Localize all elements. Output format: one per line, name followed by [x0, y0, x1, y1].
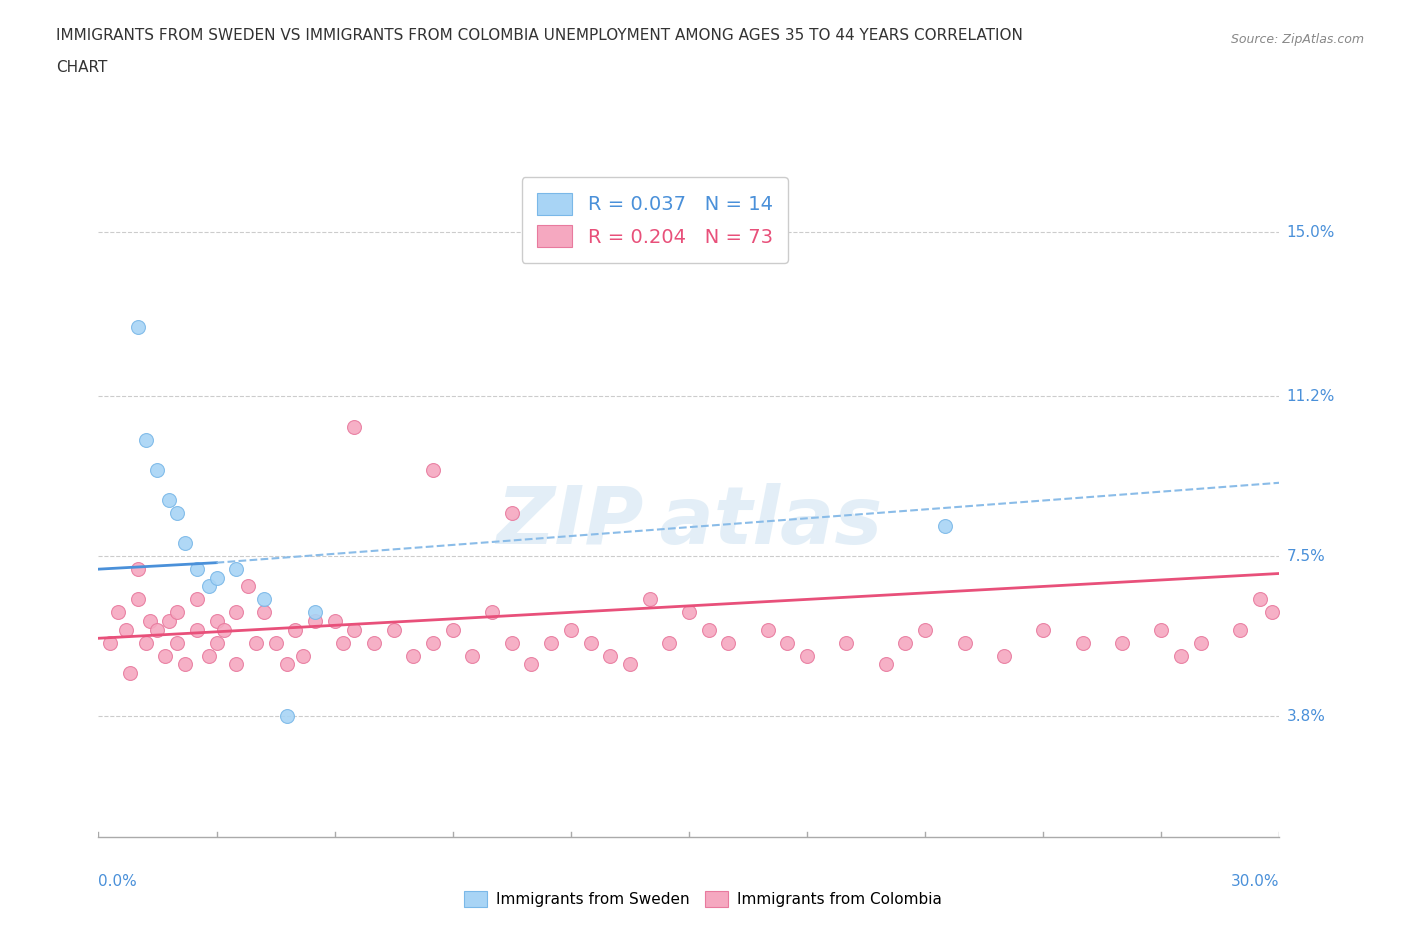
- Point: [323, 614, 346, 629]
- Point: [138, 614, 160, 629]
- Point: [146, 622, 169, 637]
- Point: [135, 432, 157, 447]
- Point: [894, 635, 917, 650]
- Point: [382, 622, 405, 637]
- Point: [993, 648, 1015, 663]
- Point: [1071, 635, 1094, 650]
- Point: [186, 622, 208, 637]
- Point: [186, 562, 208, 577]
- Point: [115, 622, 138, 637]
- Point: [276, 657, 298, 671]
- Text: IMMIGRANTS FROM SWEDEN VS IMMIGRANTS FROM COLOMBIA UNEMPLOYMENT AMONG AGES 35 TO: IMMIGRANTS FROM SWEDEN VS IMMIGRANTS FRO…: [56, 28, 1024, 43]
- Point: [1032, 622, 1054, 637]
- Text: 15.0%: 15.0%: [1286, 225, 1334, 240]
- Point: [155, 648, 177, 663]
- Text: 0.0%: 0.0%: [98, 874, 138, 889]
- Point: [1111, 635, 1133, 650]
- Text: Source: ZipAtlas.com: Source: ZipAtlas.com: [1230, 33, 1364, 46]
- Point: [236, 579, 259, 594]
- Point: [214, 622, 236, 637]
- Legend: Immigrants from Sweden, Immigrants from Colombia: Immigrants from Sweden, Immigrants from …: [458, 884, 948, 913]
- Point: [579, 635, 602, 650]
- Text: 7.5%: 7.5%: [1286, 549, 1326, 564]
- Point: [118, 665, 141, 680]
- Point: [343, 419, 366, 434]
- Point: [540, 635, 562, 650]
- Point: [264, 635, 287, 650]
- Point: [107, 604, 129, 619]
- Point: [205, 570, 228, 585]
- Point: [343, 622, 366, 637]
- Point: [835, 635, 858, 650]
- Point: [638, 592, 661, 607]
- Point: [127, 592, 149, 607]
- Point: [914, 622, 936, 637]
- Point: [1150, 622, 1173, 637]
- Point: [1260, 604, 1282, 619]
- Point: [560, 622, 582, 637]
- Point: [520, 657, 543, 671]
- Point: [157, 493, 180, 508]
- Point: [1249, 592, 1271, 607]
- Legend: R = 0.037   N = 14, R = 0.204   N = 73: R = 0.037 N = 14, R = 0.204 N = 73: [522, 177, 789, 263]
- Text: CHART: CHART: [56, 60, 108, 75]
- Point: [678, 604, 700, 619]
- Point: [501, 635, 523, 650]
- Point: [276, 709, 298, 724]
- Point: [717, 635, 740, 650]
- Point: [205, 635, 228, 650]
- Text: 11.2%: 11.2%: [1286, 389, 1334, 404]
- Point: [225, 562, 247, 577]
- Point: [756, 622, 779, 637]
- Point: [225, 657, 247, 671]
- Point: [157, 614, 180, 629]
- Point: [98, 635, 121, 650]
- Point: [253, 604, 276, 619]
- Text: ZIP atlas: ZIP atlas: [496, 484, 882, 562]
- Point: [304, 614, 326, 629]
- Point: [205, 614, 228, 629]
- Point: [284, 622, 307, 637]
- Point: [658, 635, 681, 650]
- Point: [197, 579, 219, 594]
- Point: [304, 604, 326, 619]
- Point: [461, 648, 484, 663]
- Point: [245, 635, 267, 650]
- Point: [953, 635, 976, 650]
- Point: [363, 635, 385, 650]
- Point: [292, 648, 315, 663]
- Point: [776, 635, 799, 650]
- Point: [197, 648, 219, 663]
- Point: [166, 506, 188, 521]
- Point: [1229, 622, 1251, 637]
- Point: [501, 506, 523, 521]
- Point: [1189, 635, 1212, 650]
- Point: [135, 635, 157, 650]
- Point: [934, 519, 956, 534]
- Point: [127, 562, 149, 577]
- Point: [166, 604, 188, 619]
- Point: [186, 592, 208, 607]
- Point: [619, 657, 641, 671]
- Point: [332, 635, 354, 650]
- Point: [481, 604, 503, 619]
- Point: [225, 604, 247, 619]
- Point: [166, 635, 188, 650]
- Point: [796, 648, 818, 663]
- Point: [402, 648, 425, 663]
- Point: [875, 657, 897, 671]
- Text: 30.0%: 30.0%: [1232, 874, 1279, 889]
- Point: [127, 320, 149, 335]
- Point: [441, 622, 464, 637]
- Point: [697, 622, 720, 637]
- Text: 3.8%: 3.8%: [1286, 709, 1326, 724]
- Point: [174, 536, 197, 551]
- Point: [253, 592, 276, 607]
- Point: [422, 462, 444, 477]
- Point: [174, 657, 197, 671]
- Point: [146, 462, 169, 477]
- Point: [1170, 648, 1192, 663]
- Point: [599, 648, 621, 663]
- Point: [422, 635, 444, 650]
